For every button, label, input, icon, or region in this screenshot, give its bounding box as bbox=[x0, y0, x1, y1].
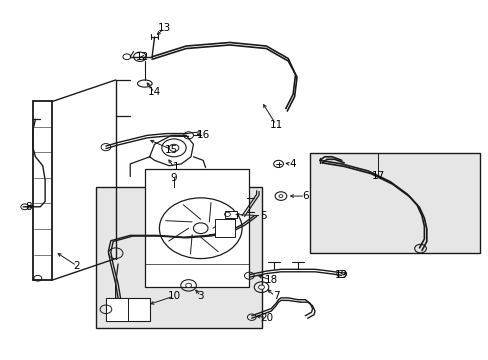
Text: 20: 20 bbox=[259, 312, 272, 323]
Text: 13: 13 bbox=[157, 23, 170, 33]
Text: 1: 1 bbox=[173, 162, 180, 172]
Text: 3: 3 bbox=[197, 291, 203, 301]
Text: 14: 14 bbox=[148, 87, 161, 98]
Bar bbox=[96, 187, 261, 328]
Circle shape bbox=[279, 195, 283, 198]
Text: 9: 9 bbox=[170, 173, 177, 183]
Text: 2: 2 bbox=[73, 261, 80, 271]
Text: 16: 16 bbox=[196, 130, 209, 140]
Text: 17: 17 bbox=[371, 171, 384, 181]
Text: 15: 15 bbox=[164, 145, 178, 155]
Bar bbox=[106, 298, 149, 321]
Bar bbox=[215, 219, 234, 237]
Text: 18: 18 bbox=[264, 275, 277, 285]
Text: 5: 5 bbox=[260, 211, 267, 221]
Bar bbox=[309, 153, 479, 253]
Text: 19: 19 bbox=[334, 270, 347, 280]
Text: 10: 10 bbox=[167, 291, 180, 301]
Text: 6: 6 bbox=[302, 191, 308, 201]
Text: 11: 11 bbox=[269, 120, 282, 130]
Circle shape bbox=[258, 285, 264, 289]
Bar bbox=[144, 169, 249, 287]
Text: 12: 12 bbox=[136, 52, 149, 62]
Text: 4: 4 bbox=[289, 159, 296, 169]
Text: 7: 7 bbox=[272, 291, 279, 301]
Circle shape bbox=[185, 283, 191, 288]
Bar bbox=[224, 211, 237, 217]
Circle shape bbox=[193, 223, 207, 234]
Text: 8: 8 bbox=[25, 202, 31, 212]
Bar bbox=[106, 298, 127, 321]
